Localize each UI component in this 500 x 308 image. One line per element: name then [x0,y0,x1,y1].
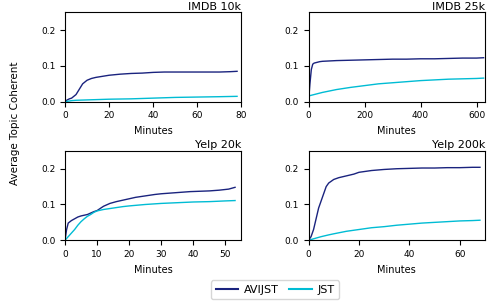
Text: Yelp 20k: Yelp 20k [195,140,242,150]
Text: Average Topic Coherent: Average Topic Coherent [10,62,20,185]
X-axis label: Minutes: Minutes [378,265,416,274]
Legend: AVIJST, JST: AVIJST, JST [211,281,339,299]
Text: Yelp 200k: Yelp 200k [432,140,485,150]
Text: IMDB 10k: IMDB 10k [188,2,242,11]
X-axis label: Minutes: Minutes [134,126,172,136]
X-axis label: Minutes: Minutes [378,126,416,136]
Text: IMDB 25k: IMDB 25k [432,2,485,11]
X-axis label: Minutes: Minutes [134,265,172,274]
